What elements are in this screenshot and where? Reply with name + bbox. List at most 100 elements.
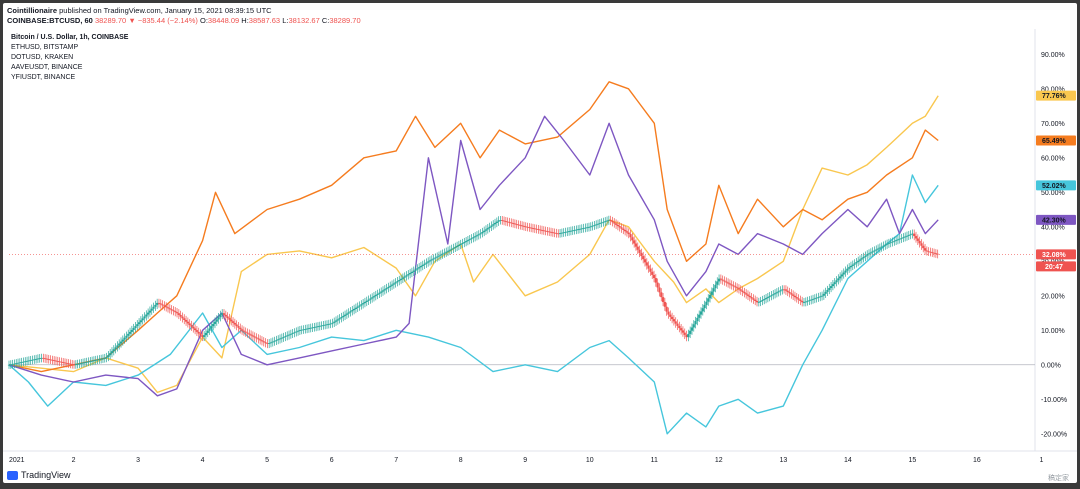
btc-candle — [665, 306, 668, 312]
btc-candle — [11, 363, 14, 365]
btc-candle — [143, 316, 146, 319]
btc-candle — [168, 308, 171, 310]
btc-candle — [613, 222, 616, 224]
btc-candle — [141, 318, 144, 321]
btc-candle — [44, 358, 47, 360]
btc-candle — [311, 327, 314, 329]
btc-candle — [495, 221, 498, 223]
btc-candle — [125, 335, 128, 338]
btc-candle — [459, 244, 462, 245]
last-value-tag-aave-text: 52.02% — [1042, 183, 1067, 190]
btc-candle — [806, 300, 809, 302]
btc-candle — [25, 360, 29, 362]
btc-candle — [342, 315, 345, 318]
btc-candle — [248, 333, 251, 335]
btc-candle — [631, 237, 634, 241]
btc-candle — [38, 358, 41, 359]
btc-candle — [345, 313, 348, 315]
btc-candle — [544, 230, 547, 232]
btc-candle — [511, 223, 515, 224]
legend-item-eth[interactable]: ETHUSD, BITSTAMP — [11, 44, 79, 51]
x-tick-label: 6 — [330, 457, 334, 464]
btc-candle — [481, 231, 484, 234]
btc-candle — [325, 324, 329, 326]
btc-candle — [531, 228, 535, 229]
btc-candle — [240, 329, 244, 331]
btc-candle — [676, 323, 679, 326]
btc-candle — [390, 284, 394, 286]
btc-candle — [913, 233, 916, 237]
btc-candle — [880, 246, 883, 248]
btc-candle — [94, 360, 97, 361]
x-tick-label: 16 — [973, 457, 981, 464]
btc-candle — [732, 285, 735, 287]
btc-candle — [233, 322, 236, 325]
btc-candle — [490, 225, 493, 227]
btc-candle — [492, 224, 495, 226]
btc-candle — [878, 247, 881, 249]
btc-candle — [833, 282, 836, 285]
btc-candle — [372, 296, 376, 298]
btc-candle — [475, 235, 479, 237]
legend-item-dot[interactable]: DOTUSD, KRAKEN — [11, 54, 74, 61]
btc-candle — [204, 332, 208, 336]
btc-candle — [862, 256, 865, 259]
btc-candle — [174, 311, 177, 313]
btc-candle — [931, 252, 934, 254]
legend-item-aave[interactable]: AAVEUSDT, BINANCE — [11, 64, 83, 71]
btc-candle — [542, 230, 545, 232]
x-tick-label: 2021 — [9, 457, 25, 464]
btc-candle — [212, 323, 215, 327]
tradingview-logo[interactable]: TradingView — [7, 470, 71, 480]
btc-candle — [215, 319, 218, 322]
btc-candle — [914, 236, 918, 239]
btc-candle — [528, 227, 531, 229]
btc-candle — [56, 360, 59, 362]
btc-candle — [264, 342, 267, 344]
btc-candle — [112, 349, 115, 352]
btc-candle — [371, 297, 374, 299]
btc-candle — [103, 358, 106, 359]
btc-candle — [343, 314, 347, 316]
legend-item-yfi[interactable]: YFIUSDT, BINANCE — [11, 74, 76, 81]
btc-candle — [564, 231, 567, 233]
chart-legend: Bitcoin / U.S. Dollar, 1h, COINBASE ETHU… — [11, 33, 128, 83]
btc-candle — [439, 254, 442, 256]
btc-candle — [636, 246, 639, 250]
btc-candle — [262, 341, 265, 343]
btc-candle — [145, 314, 148, 317]
btc-candle — [661, 297, 665, 302]
btc-candle — [172, 310, 175, 312]
btc-candle — [230, 319, 233, 322]
btc-candle — [642, 256, 645, 260]
btc-countdown-bg — [1036, 261, 1076, 272]
btc-candle — [932, 252, 936, 254]
btc-candle — [177, 313, 180, 315]
btc-candle — [54, 360, 58, 362]
btc-candle — [591, 225, 594, 227]
legend-main-series[interactable]: Bitcoin / U.S. Dollar, 1h, COINBASE — [11, 34, 129, 41]
btc-candle — [826, 289, 829, 292]
btc-candle — [828, 288, 831, 290]
btc-candle — [618, 226, 621, 228]
btc-candle — [799, 299, 802, 301]
chart-canvas[interactable]: 90.00% 80.00% 70.00% 60.00% 50.00% 40.00% 3 0.0… — [3, 3, 1077, 483]
price-change: ▼ −835.44 (−2.14%) — [128, 16, 198, 25]
btc-candle — [504, 221, 507, 222]
btc-candle — [15, 363, 18, 365]
btc-candle — [896, 239, 900, 241]
btc-candle — [62, 362, 65, 363]
publisher-name[interactable]: Cointillionaire — [7, 6, 58, 15]
close-label: C: — [321, 16, 330, 25]
btc-candle — [165, 306, 168, 308]
last-value-tag-yfi: 42.30% — [1036, 214, 1076, 225]
last-value-tag-dot-bg — [1036, 135, 1076, 146]
btc-candle — [280, 337, 283, 339]
btc-candle — [750, 297, 753, 299]
y-tick-label: -20.00% — [1041, 431, 1067, 438]
btc-candle — [790, 293, 793, 295]
btc-candle — [119, 341, 123, 344]
btc-candle — [716, 281, 719, 285]
header-bar: Cointillionaire published on TradingView… — [3, 3, 1077, 31]
btc-candle — [101, 358, 105, 360]
